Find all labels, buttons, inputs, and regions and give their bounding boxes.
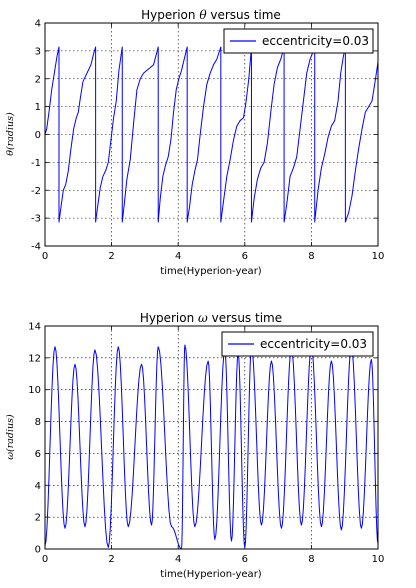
theta-ytick-label-3: -1 bbox=[31, 158, 41, 169]
theta-ytick-label-0: -4 bbox=[31, 242, 41, 253]
theta-ytick-label-6: 2 bbox=[35, 74, 41, 85]
omega-ytick-label-1: 2 bbox=[35, 513, 41, 524]
theta-legend-box bbox=[223, 28, 374, 54]
omega-xtick-label-1: 2 bbox=[108, 554, 114, 565]
omega-ytick-label-0: 0 bbox=[35, 545, 41, 556]
theta-series-line-0 bbox=[44, 46, 379, 223]
theta-chart-title: Hyperion θ versus time bbox=[141, 8, 281, 22]
theta-xtick-label-1: 2 bbox=[108, 251, 114, 262]
theta-line-group bbox=[44, 46, 379, 223]
theta-legend: eccentricity=0.03 bbox=[223, 28, 374, 54]
theta-xtick-label-0: 0 bbox=[42, 251, 48, 262]
omega-line-group bbox=[44, 344, 379, 550]
theta-ytick-label-1: -3 bbox=[31, 214, 41, 225]
omega-ytick-label-5: 10 bbox=[28, 385, 41, 396]
theta-xtick-label-4: 8 bbox=[308, 251, 314, 262]
omega-plot-frame bbox=[44, 325, 379, 550]
omega-x-axis-label: time(Hyperion-year) bbox=[160, 569, 262, 580]
omega-legend: eccentricity=0.03 bbox=[221, 331, 374, 357]
omega-chart: Hyperion ω versus time 0 2 4 6 8 10 0 2 4 6 8 10 12 1… bbox=[5, 311, 384, 580]
theta-ytick-label-4: 0 bbox=[35, 130, 41, 141]
omega-ytick-label-3: 6 bbox=[35, 449, 41, 460]
omega-series-line-0 bbox=[44, 344, 379, 550]
omega-y-axis-label: ω(radius) bbox=[5, 414, 16, 460]
theta-ytick-label-2: -2 bbox=[31, 186, 41, 197]
theta-xtick-label-3: 6 bbox=[242, 251, 248, 262]
omega-ytick-label-6: 12 bbox=[28, 353, 41, 364]
theta-grid bbox=[45, 23, 378, 246]
omega-xtick-label-5: 10 bbox=[372, 554, 385, 565]
omega-ytick-label-7: 14 bbox=[28, 322, 41, 333]
theta-y-axis-label: θ(radius) bbox=[5, 112, 16, 156]
omega-xtick-label-0: 0 bbox=[42, 554, 48, 565]
omega-xtick-label-2: 4 bbox=[175, 554, 181, 565]
theta-x-axis-label: time(Hyperion-year) bbox=[160, 266, 262, 277]
omega-xtick-label-4: 8 bbox=[308, 554, 314, 565]
omega-xtick-label-3: 6 bbox=[242, 554, 248, 565]
theta-chart: Hyperion θ versus time 0 2 4 6 8 10 -4 -3 -2 -1 0 1… bbox=[5, 8, 384, 277]
theta-legend-label: eccentricity=0.03 bbox=[262, 34, 369, 48]
theta-ytick-label-7: 3 bbox=[35, 46, 41, 57]
theta-plot-frame bbox=[44, 22, 379, 247]
theta-xtick-label-2: 4 bbox=[175, 251, 181, 262]
omega-chart-title: Hyperion ω versus time bbox=[140, 311, 282, 325]
omega-legend-label: eccentricity=0.03 bbox=[260, 337, 367, 351]
omega-ytick-label-4: 8 bbox=[35, 417, 41, 428]
theta-xtick-label-5: 10 bbox=[372, 251, 385, 262]
theta-ytick-label-8: 4 bbox=[35, 19, 41, 30]
theta-ytick-label-5: 1 bbox=[35, 102, 41, 113]
theta-ticks: 0 2 4 6 8 10 -4 -3 -2 -1 0 1 2 3 4 bbox=[31, 19, 384, 263]
omega-ytick-label-2: 4 bbox=[35, 481, 41, 492]
